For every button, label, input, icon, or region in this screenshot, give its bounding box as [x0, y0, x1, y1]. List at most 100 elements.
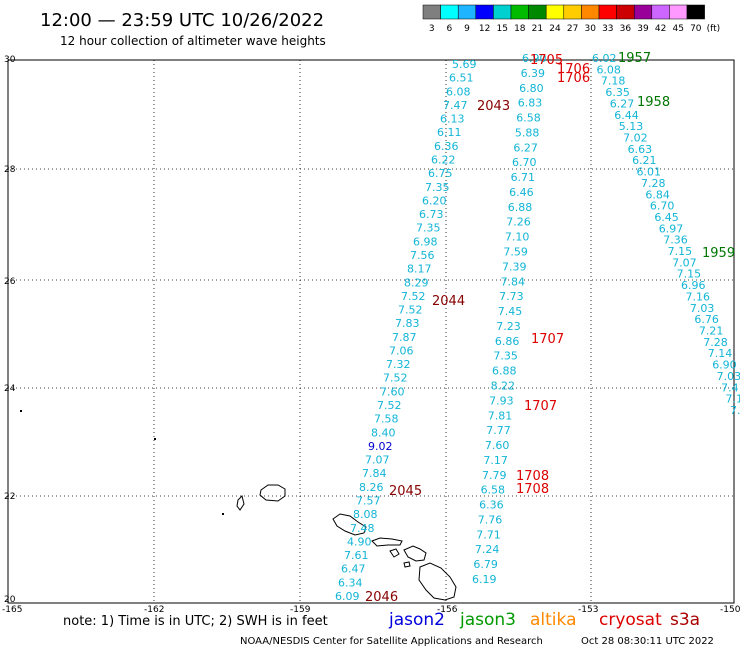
- lon-label-153: -153: [578, 605, 598, 615]
- track-middle-swh-31: 7.76: [478, 513, 503, 526]
- track-west-swh-18: 7.52: [398, 304, 423, 317]
- pass-time-labels: 1705 1706 1706 1707 1707 1708 1708 2043 …: [365, 51, 735, 605]
- track-east-swh-25: 7.28: [703, 336, 728, 349]
- track-east-swh-11: 7.28: [641, 177, 666, 190]
- track-east-swh-5: 6.44: [614, 109, 639, 122]
- track-east-swh-27: 6.90: [712, 359, 737, 372]
- colorbar-swatch-14: [669, 4, 688, 20]
- colorbar-label-12: 39: [637, 24, 649, 34]
- legend-altika: altika: [530, 610, 577, 630]
- track-east-swh-30: 7.1: [726, 393, 740, 406]
- map-subtitle: 12 hour collection of altimeter wave hei…: [60, 34, 326, 48]
- track-east-swh-29: 7.41: [721, 381, 740, 394]
- pass-time-1706a: 1706: [557, 62, 590, 77]
- track-middle-swh-22: 8.22: [491, 379, 515, 392]
- map-frame: [7, 59, 735, 604]
- pass-time-1708b: 1708: [516, 482, 549, 497]
- track-middle-swh-12: 7.10: [505, 231, 530, 244]
- map-title: 12:00 — 23:59 UTC 10/26/2022: [40, 10, 324, 31]
- track-middle-swh-5: 5.88: [515, 126, 540, 139]
- pass-time-1705: 1705: [530, 53, 563, 68]
- track-east-swh-20: 6.96: [681, 279, 706, 292]
- track-east-swh-4: 6.27: [610, 97, 635, 110]
- colorbar-swatch-9: [581, 4, 600, 20]
- track-middle-swh-0: 6.90: [522, 52, 547, 65]
- track-middle-swh-35: 6.19: [472, 573, 497, 586]
- lat-label-22: 22: [4, 492, 15, 502]
- track-west-swh-25: 7.52: [377, 399, 402, 412]
- track-middle-swh-34: 6.79: [473, 558, 498, 571]
- track-west-swh-31: 8.26: [359, 481, 384, 494]
- colorbar-label-6: 21: [532, 24, 543, 34]
- track-east-swh-14: 6.45: [654, 211, 679, 224]
- track-west-swh-28: 9.02: [368, 440, 393, 453]
- colorbar-label-10: 33: [602, 24, 613, 34]
- track-east-swh-0: 6.02: [592, 52, 617, 65]
- footer-timestamp: Oct 28 08:30:11 UTC 2022: [581, 636, 714, 647]
- track-east-swh-21: 7.16: [685, 290, 710, 303]
- track-west-swh-5: 6.11: [437, 126, 462, 139]
- track-east-swh-9: 6.21: [632, 154, 657, 167]
- track-middle-swh-15: 7.84: [501, 275, 525, 288]
- colorbar-swatch-4: [493, 4, 512, 20]
- track-west-swh-30: 7.84: [362, 467, 387, 480]
- track-west-swh-35: 4.90: [347, 535, 372, 548]
- lon-label-150: -150: [720, 605, 740, 615]
- pass-time-2044: 2044: [432, 294, 465, 309]
- track-west-swh-9: 7.35: [425, 181, 450, 194]
- colorbar-swatch-0: [422, 4, 441, 20]
- track-west-swh-11: 6.73: [419, 208, 444, 221]
- legend-jason2: jason2: [388, 610, 445, 630]
- legend-jason3: jason3: [459, 610, 516, 630]
- track-west-swh-13: 6.98: [413, 235, 438, 248]
- track-middle-swh-14: 7.39: [502, 260, 527, 273]
- track-middle-swh-6: 6.27: [513, 141, 538, 154]
- track-middle-swh-19: 6.86: [495, 335, 520, 348]
- pass-time-1957: 1957: [618, 51, 651, 66]
- pass-time-2043: 2043: [477, 99, 510, 114]
- track-west-swh-26: 7.58: [374, 413, 399, 426]
- track-west-swh-29: 7.07: [365, 454, 390, 467]
- island-oahu: [332, 513, 367, 536]
- colorbar-label-7: 24: [549, 24, 561, 34]
- track-west-swh-3: 7.47: [443, 99, 468, 112]
- track-east-swh-3: 6.35: [605, 86, 630, 99]
- track-east-swh-17: 7.15: [668, 245, 693, 258]
- lon-label-156: -156: [437, 605, 458, 615]
- track-west-swh-37: 6.47: [341, 563, 366, 576]
- track-west-swh-39: 6.09: [335, 590, 360, 603]
- lon-label-159: -159: [290, 605, 311, 615]
- pass-time-1958: 1958: [637, 95, 670, 110]
- colorbar-label-4: 15: [496, 24, 507, 34]
- track-west-swh-6: 6.36: [434, 140, 459, 153]
- islet-nihoa: [154, 438, 156, 440]
- island-maui: [403, 545, 427, 562]
- altimeter-tracks: 5.696.516.087.476.136.116.366.226.757.35…: [335, 52, 740, 603]
- colorbar-swatch-6: [528, 4, 547, 20]
- track-west-swh-20: 7.87: [392, 331, 417, 344]
- track-middle-swh-2: 6.80: [519, 82, 544, 95]
- pass-time-1707a: 1707: [531, 332, 564, 347]
- island-kahoolawe: [403, 561, 411, 568]
- track-middle-swh-3: 6.83: [518, 97, 543, 110]
- track-middle-swh-18: 7.23: [496, 320, 521, 333]
- track-east-swh-24: 7.21: [699, 325, 724, 338]
- track-west-swh-19: 7.83: [395, 317, 420, 330]
- track-east-swh-1: 6.08: [596, 63, 621, 76]
- track-east-swh-8: 6.63: [628, 143, 653, 156]
- track-middle-swh-21: 6.88: [492, 365, 517, 378]
- track-middle-swh-17: 7.45: [498, 305, 523, 318]
- track-east-swh-10: 6.01: [637, 166, 662, 179]
- lon-label-165: -165: [2, 605, 22, 615]
- track-middle-swh-33: 7.24: [475, 543, 500, 556]
- track-west-swh-23: 7.52: [383, 372, 408, 385]
- track-middle-swh-29: 6.58: [481, 484, 506, 497]
- island-lanai: [389, 548, 400, 558]
- island-hawaii: [418, 562, 457, 601]
- track-west-swh-17: 7.52: [401, 290, 426, 303]
- track-west-swh-34: 7.48: [350, 522, 375, 535]
- track-middle-swh-8: 6.71: [511, 171, 535, 184]
- islet-kaula: [222, 513, 224, 515]
